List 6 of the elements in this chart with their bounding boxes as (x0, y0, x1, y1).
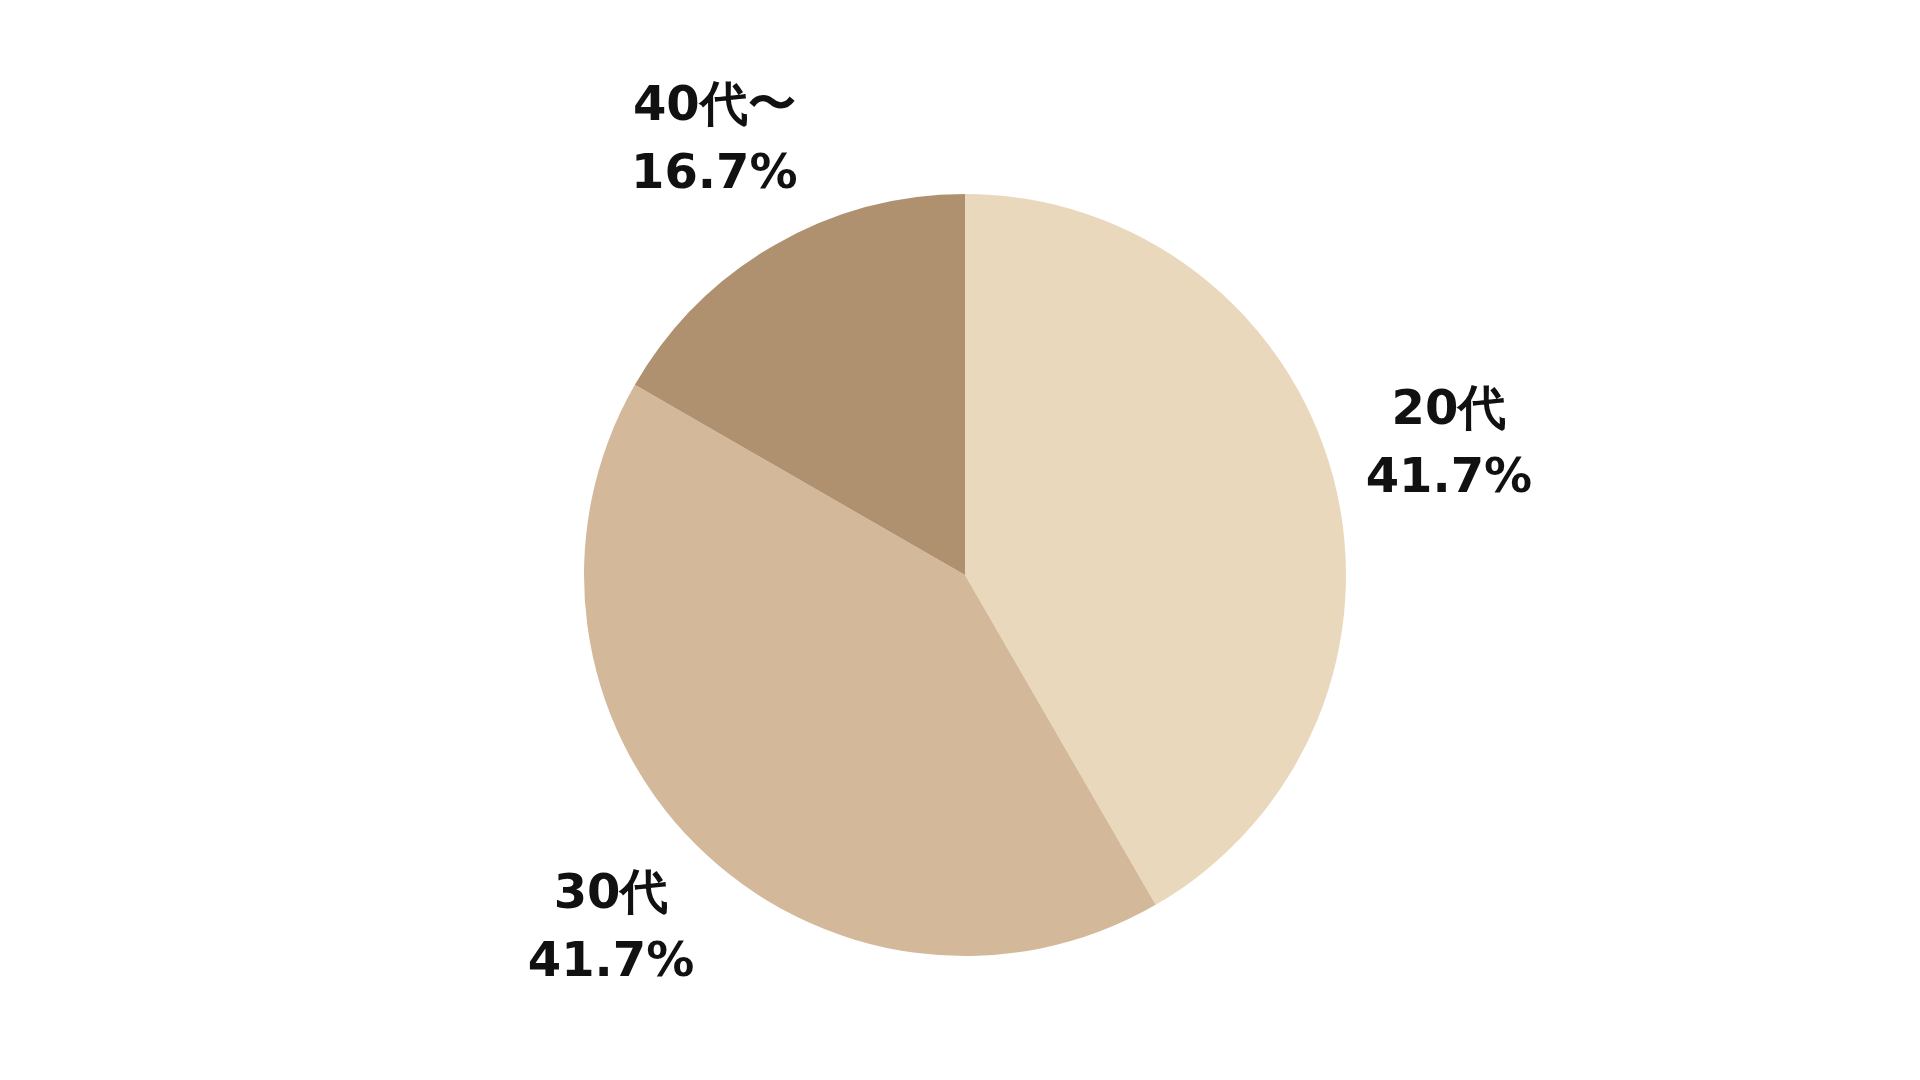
data-label: 41.7% (1365, 446, 1533, 503)
slice-label: 40代〜 (632, 74, 796, 131)
slice-label: 20代 (1391, 378, 1507, 435)
data-label: 16.7% (631, 142, 798, 199)
slice-label: 30代 (553, 863, 669, 920)
data-label: 41.7% (527, 931, 695, 988)
